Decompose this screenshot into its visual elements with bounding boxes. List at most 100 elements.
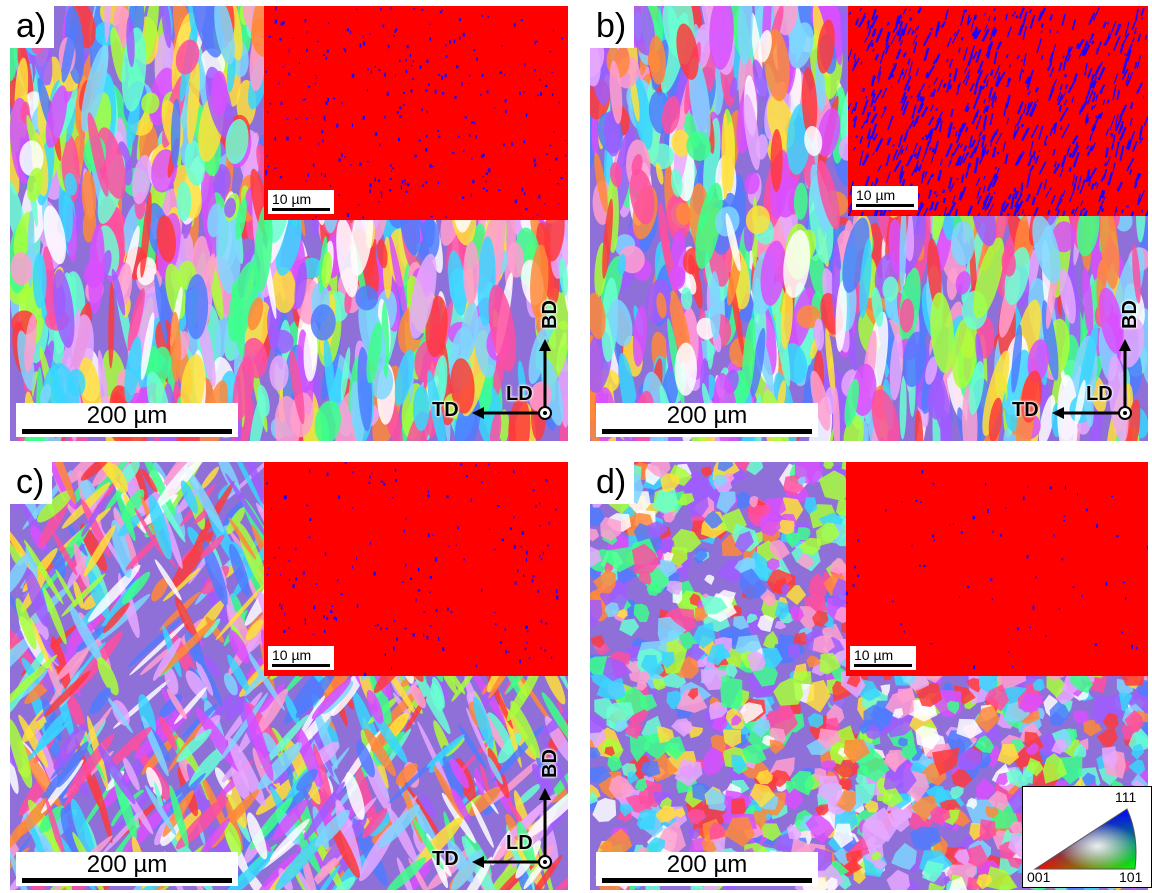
second-phase-point [1038, 149, 1041, 153]
grain [1051, 739, 1068, 755]
second-phase-point [1050, 78, 1058, 92]
second-phase-point [1062, 55, 1065, 59]
second-phase-point [1054, 209, 1061, 216]
grain [188, 745, 226, 789]
second-phase-point [288, 48, 290, 53]
second-phase-point [1014, 190, 1018, 196]
grain [1057, 374, 1079, 441]
second-phase-point [905, 215, 909, 216]
grain [107, 726, 152, 769]
grain [97, 657, 119, 696]
second-phase-point [1076, 43, 1080, 49]
grain [704, 574, 715, 585]
grain [755, 134, 768, 160]
second-phase-point [902, 8, 907, 15]
second-phase-point [1040, 23, 1044, 28]
second-phase-point [1128, 169, 1133, 175]
second-phase-point [1016, 101, 1024, 115]
grain [746, 613, 758, 624]
second-phase-point [369, 33, 371, 36]
second-phase-point [922, 31, 932, 47]
grain [55, 569, 77, 607]
second-phase-point [437, 74, 441, 76]
grain [43, 587, 67, 645]
second-phase-point [542, 551, 544, 555]
second-phase-point [963, 62, 970, 73]
second-phase-point [948, 84, 953, 90]
second-phase-point [973, 14, 978, 20]
grain [364, 728, 396, 777]
second-phase-point [481, 481, 483, 484]
second-phase-point [487, 15, 489, 18]
grain [170, 311, 181, 382]
grain [425, 295, 448, 358]
second-phase-point [468, 83, 470, 85]
second-phase-point [945, 143, 953, 158]
grain [723, 473, 735, 484]
second-phase-point [486, 189, 488, 192]
second-phase-point [534, 41, 536, 45]
grain [871, 286, 884, 328]
second-phase-point [545, 153, 548, 155]
second-phase-point [993, 191, 996, 195]
second-phase-point [878, 70, 882, 74]
second-phase-point [993, 51, 998, 64]
second-phase-point [921, 137, 925, 140]
grain [608, 775, 633, 800]
grain [176, 728, 212, 763]
grain [655, 162, 664, 185]
grain [843, 282, 857, 331]
second-phase-point [930, 150, 936, 165]
second-phase-point [948, 121, 953, 130]
inset-scale-bar-a: 10 µm [268, 190, 334, 214]
second-phase-point [964, 102, 970, 112]
second-phase-point [848, 103, 852, 115]
grain [853, 869, 866, 885]
second-phase-point [1043, 135, 1049, 144]
second-phase-point [916, 25, 920, 31]
grain [97, 745, 136, 805]
grain [814, 318, 825, 351]
second-phase-point [1065, 46, 1074, 58]
second-phase-point [881, 87, 888, 99]
second-phase-point [886, 137, 892, 146]
second-phase-point [473, 49, 476, 51]
second-phase-point [867, 25, 872, 35]
second-phase-point [504, 628, 506, 631]
second-phase-point [933, 201, 939, 211]
second-phase-point [1058, 62, 1063, 72]
second-phase-point [505, 109, 507, 114]
second-phase-point [306, 117, 308, 120]
second-phase-point [535, 505, 537, 508]
second-phase-point [423, 633, 425, 637]
second-phase-point [351, 73, 355, 78]
grain [499, 793, 557, 847]
grain [247, 297, 264, 331]
grain [541, 856, 568, 890]
second-phase-point [1068, 152, 1073, 158]
second-phase-point [488, 528, 491, 530]
grain [295, 867, 314, 890]
grain [215, 313, 229, 359]
grain [53, 723, 87, 771]
grain [636, 808, 657, 830]
second-phase-point [383, 482, 386, 486]
second-phase-point [1130, 211, 1135, 216]
second-phase-point [892, 149, 899, 161]
second-phase-point [1033, 156, 1036, 161]
grain [688, 56, 711, 145]
second-phase-point [988, 95, 991, 103]
second-phase-point [1029, 8, 1033, 14]
second-phase-point [282, 20, 285, 25]
second-phase-point [476, 57, 478, 61]
grain [498, 409, 510, 441]
grain [885, 688, 919, 719]
grain [132, 154, 152, 205]
second-phase-point [887, 115, 894, 130]
second-phase-point [1077, 175, 1082, 191]
second-phase-point [265, 70, 268, 73]
second-phase-point [939, 158, 944, 166]
second-phase-point [336, 123, 339, 128]
grain [821, 760, 836, 773]
second-phase-point [1013, 203, 1020, 216]
